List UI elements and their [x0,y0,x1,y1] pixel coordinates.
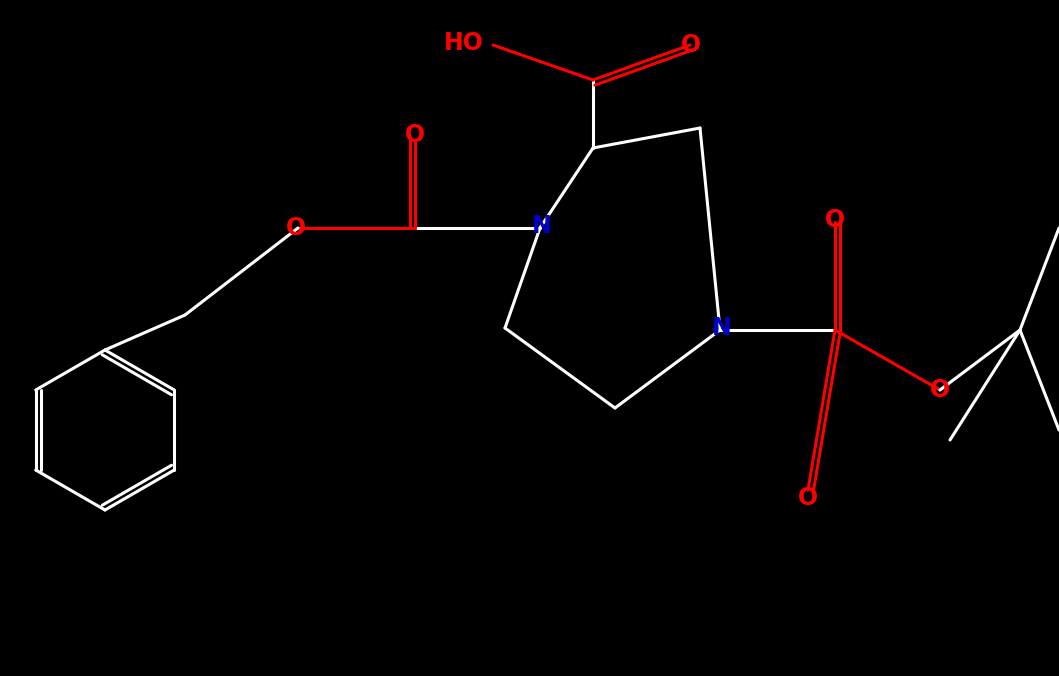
Text: O: O [405,123,425,147]
Text: O: O [825,208,845,232]
Text: O: O [681,33,701,57]
Text: O: O [797,486,818,510]
Text: O: O [930,378,950,402]
Text: O: O [286,216,306,240]
Text: N: N [712,316,732,340]
Text: HO: HO [444,31,484,55]
Text: N: N [532,214,552,238]
